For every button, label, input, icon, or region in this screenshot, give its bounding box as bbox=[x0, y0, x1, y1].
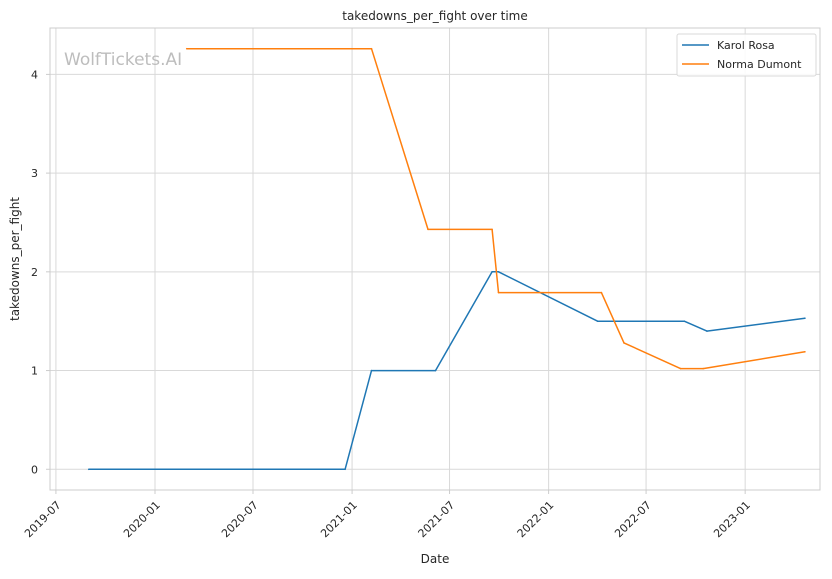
data-point-karol-rosa bbox=[497, 271, 500, 273]
data-point-karol-rosa bbox=[596, 320, 599, 322]
data-point-norma-dumont bbox=[623, 342, 625, 344]
x-axis-title: Date bbox=[421, 552, 450, 566]
legend-label-norma-dumont: Norma Dumont bbox=[717, 58, 802, 71]
y-tick-label: 3 bbox=[31, 167, 38, 180]
data-point-karol-rosa bbox=[683, 320, 686, 322]
data-point-norma-dumont bbox=[679, 367, 682, 370]
y-tick-label: 0 bbox=[31, 463, 38, 476]
data-point-norma-dumont bbox=[491, 228, 493, 231]
y-tick-label: 1 bbox=[31, 365, 38, 378]
data-point-karol-rosa bbox=[804, 317, 806, 320]
watermark-text: WolfTickets.AI bbox=[64, 50, 182, 70]
y-tick-label: 4 bbox=[31, 68, 38, 81]
legend-box bbox=[676, 33, 817, 77]
y-tick-label: 2 bbox=[31, 266, 38, 279]
data-point-karol-rosa bbox=[87, 468, 90, 471]
series-layer bbox=[87, 47, 806, 471]
data-point-karol-rosa bbox=[491, 271, 493, 273]
data-point-karol-rosa bbox=[706, 330, 708, 332]
data-point-norma-dumont bbox=[804, 350, 806, 353]
series-line-karol-rosa bbox=[88, 271, 805, 471]
data-point-karol-rosa bbox=[434, 369, 437, 372]
data-point-norma-dumont bbox=[600, 291, 603, 294]
data-point-karol-rosa bbox=[344, 468, 346, 471]
y-axis-ticks: 0 1 2 3 4 bbox=[31, 68, 50, 476]
y-axis-title: takedowns_per_fight bbox=[8, 197, 22, 321]
series-line-norma-dumont bbox=[186, 47, 806, 370]
data-point-karol-rosa bbox=[370, 369, 373, 372]
data-point-norma-dumont bbox=[497, 291, 500, 294]
data-point-norma-dumont bbox=[185, 47, 188, 50]
chart-title: takedowns_per_fight over time bbox=[342, 9, 528, 23]
plot-area bbox=[49, 27, 821, 491]
data-point-norma-dumont bbox=[702, 367, 704, 370]
data-point-norma-dumont bbox=[427, 228, 429, 231]
legend: Karol Rosa Norma Dumont bbox=[676, 33, 817, 77]
data-point-norma-dumont bbox=[370, 47, 373, 50]
legend-label-karol-rosa: Karol Rosa bbox=[717, 39, 775, 52]
